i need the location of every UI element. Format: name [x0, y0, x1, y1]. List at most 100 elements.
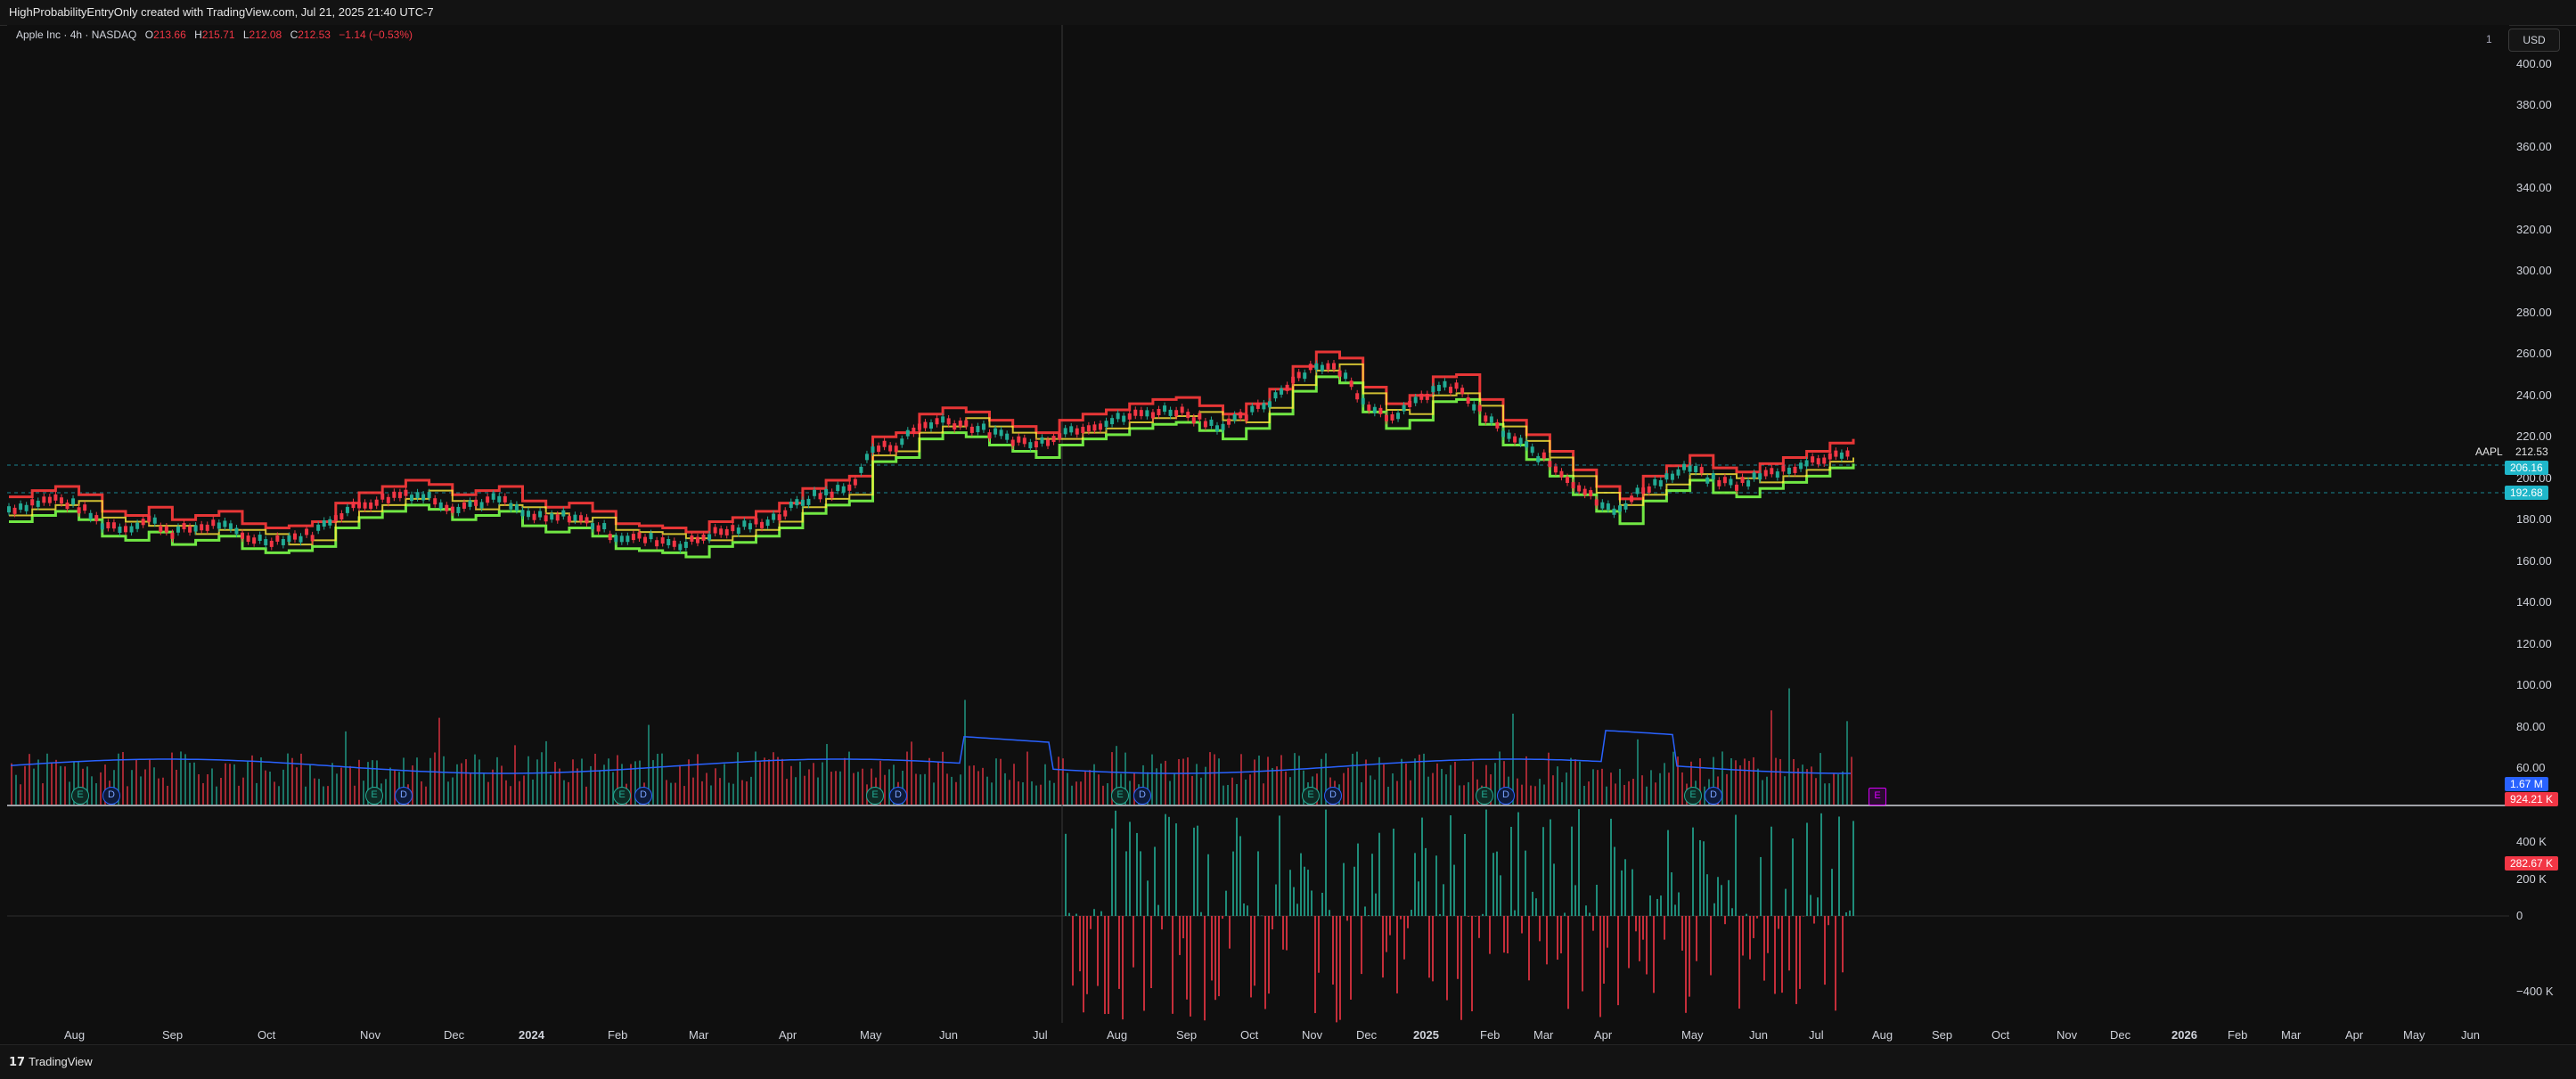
volume-bar: [1601, 769, 1603, 805]
candle-body: [1443, 381, 1446, 388]
candle-body: [819, 493, 822, 499]
volume-bar: [171, 753, 173, 805]
trail-stop-mid-line: [9, 364, 1853, 544]
dividend-event-icon[interactable]: D: [1705, 787, 1722, 805]
earnings-event-icon[interactable]: E: [866, 787, 884, 805]
volume-bar: [666, 780, 667, 805]
volume-bar: [675, 783, 676, 805]
oscillator-bar: [1607, 916, 1608, 948]
oscillator-bar: [1446, 916, 1448, 1001]
volume-bar: [1517, 779, 1518, 805]
trail-stop-lower-line: [9, 377, 1853, 557]
dividend-event-icon[interactable]: D: [889, 787, 907, 805]
oscillator-bar: [1535, 898, 1537, 916]
price-tick-label: 400.00: [2516, 57, 2552, 70]
candle-body: [748, 523, 752, 529]
volume-bar: [1200, 778, 1202, 805]
candle-body: [994, 429, 997, 435]
oscillator-bar: [1378, 833, 1380, 916]
earnings-event-icon[interactable]: E: [1111, 787, 1129, 805]
candle-body: [270, 541, 274, 547]
volume-bar: [1793, 759, 1795, 805]
volume-bar: [1209, 752, 1211, 805]
earnings-event-icon[interactable]: E: [365, 787, 383, 805]
volume-bar: [599, 770, 601, 805]
candle-body: [124, 526, 127, 532]
oscillator-bar: [1179, 916, 1181, 955]
oscillator-bar: [1222, 916, 1223, 919]
oscillator-bar: [1585, 905, 1587, 916]
candle-body: [334, 515, 338, 521]
candle-body: [234, 527, 238, 534]
volume-bar: [1289, 777, 1291, 805]
oscillator-bar: [1760, 857, 1762, 916]
candle-body: [1034, 441, 1038, 447]
earnings-event-icon[interactable]: E: [1684, 787, 1702, 805]
candle-body: [60, 497, 63, 503]
candle-body: [130, 527, 134, 533]
volume-bar: [697, 754, 699, 805]
candle-body: [1495, 422, 1499, 429]
oscillator-bar: [1154, 846, 1156, 916]
dividend-event-icon[interactable]: D: [395, 787, 413, 805]
volume-bar: [1472, 762, 1474, 805]
volume-bar: [1606, 787, 1607, 805]
volume-bar: [746, 781, 748, 805]
candle-body: [707, 534, 711, 540]
volume-bar: [300, 754, 302, 805]
volume-bar: [1352, 754, 1353, 805]
volume-bar: [229, 764, 231, 805]
volume-bar: [715, 768, 716, 805]
candle-body: [1326, 364, 1329, 370]
volume-bar: [1249, 774, 1251, 805]
oscillator-bar: [1810, 895, 1811, 916]
earnings-event-icon[interactable]: E: [613, 787, 631, 805]
oscillator-bar: [1346, 916, 1348, 920]
oscillator-bar: [1795, 916, 1797, 1004]
candle-body: [211, 519, 215, 526]
future-earnings-event-icon[interactable]: E: [1869, 788, 1886, 805]
volume-bar: [1075, 781, 1077, 805]
brand-name: TradingView: [29, 1055, 93, 1068]
oscillator-bar: [1560, 916, 1562, 953]
dividend-event-icon[interactable]: D: [1497, 787, 1515, 805]
volume-bar: [1681, 772, 1683, 805]
volume-bar: [193, 763, 195, 805]
volume-bar: [942, 752, 944, 805]
candle-body: [1040, 437, 1043, 444]
oscillator-bar: [1190, 916, 1191, 1017]
volume-bar: [95, 783, 97, 805]
candle-body: [223, 520, 226, 527]
volume-bar: [1432, 773, 1434, 805]
earnings-event-icon[interactable]: E: [1476, 787, 1493, 805]
dividend-event-icon[interactable]: D: [102, 787, 120, 805]
oscillator-bar: [1671, 872, 1672, 916]
oscillator-bar: [1731, 908, 1733, 916]
earnings-event-icon[interactable]: E: [71, 787, 89, 805]
volume-bar: [514, 745, 516, 805]
candle-body: [1478, 405, 1482, 412]
candle-body: [1595, 499, 1599, 505]
oscillator-bar: [1122, 916, 1124, 1019]
dividend-event-icon[interactable]: D: [634, 787, 652, 805]
dividend-event-icon[interactable]: D: [1324, 787, 1342, 805]
time-tick-label: 2026: [2171, 1028, 2197, 1042]
volume-bar: [60, 766, 61, 805]
time-tick-label: Jun: [2461, 1028, 2480, 1042]
volume-bar: [1374, 780, 1376, 805]
oscillator-bar: [1596, 885, 1598, 916]
earnings-event-icon[interactable]: E: [1302, 787, 1320, 805]
time-tick-label: Jun: [939, 1028, 958, 1042]
volume-bar: [688, 759, 690, 805]
volume-bar: [1828, 783, 1830, 805]
candle-body: [1314, 364, 1318, 370]
candle-body: [170, 533, 174, 539]
price-tag-upper: 206.16: [2505, 461, 2548, 475]
dividend-event-icon[interactable]: D: [1133, 787, 1151, 805]
volume-bar: [1588, 781, 1590, 805]
candle-body: [428, 492, 431, 498]
oscillator-bar: [1599, 916, 1601, 1017]
